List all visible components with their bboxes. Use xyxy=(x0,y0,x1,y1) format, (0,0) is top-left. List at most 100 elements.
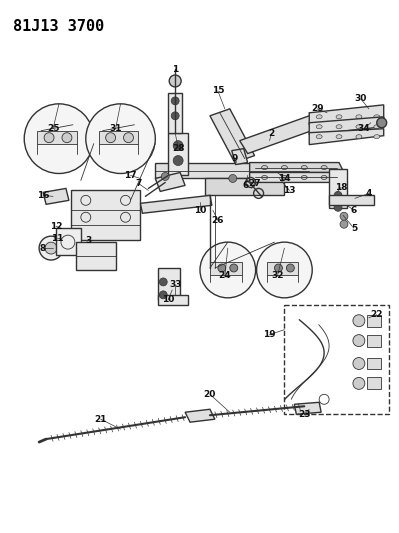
Text: 33: 33 xyxy=(169,280,182,289)
Polygon shape xyxy=(250,173,344,182)
Polygon shape xyxy=(158,268,180,300)
Ellipse shape xyxy=(262,175,267,180)
Text: 6: 6 xyxy=(243,181,249,190)
Text: 20: 20 xyxy=(204,390,216,399)
Polygon shape xyxy=(294,402,321,414)
Text: 18: 18 xyxy=(335,183,347,192)
Ellipse shape xyxy=(301,175,307,180)
Ellipse shape xyxy=(321,175,327,180)
Circle shape xyxy=(106,133,116,143)
Ellipse shape xyxy=(316,115,322,119)
Text: 9: 9 xyxy=(231,154,238,163)
Text: 15: 15 xyxy=(211,86,224,95)
Circle shape xyxy=(161,173,169,181)
Text: 21: 21 xyxy=(95,415,107,424)
Text: 24: 24 xyxy=(219,271,231,280)
Ellipse shape xyxy=(374,125,380,129)
Text: 22: 22 xyxy=(371,310,383,319)
Text: 3: 3 xyxy=(86,236,92,245)
Circle shape xyxy=(340,212,348,220)
Bar xyxy=(168,93,182,133)
Ellipse shape xyxy=(262,166,267,169)
Polygon shape xyxy=(367,358,381,369)
Text: 81J13 3700: 81J13 3700 xyxy=(13,19,105,34)
Polygon shape xyxy=(56,228,81,255)
Polygon shape xyxy=(329,168,347,208)
Circle shape xyxy=(173,141,183,151)
Text: 13: 13 xyxy=(283,186,296,195)
Polygon shape xyxy=(43,188,69,204)
Circle shape xyxy=(230,264,238,272)
Text: 26: 26 xyxy=(211,216,224,225)
Polygon shape xyxy=(140,196,212,213)
Polygon shape xyxy=(158,295,188,305)
Polygon shape xyxy=(367,315,381,327)
Circle shape xyxy=(353,335,365,346)
Polygon shape xyxy=(367,377,381,389)
Circle shape xyxy=(334,191,342,199)
Ellipse shape xyxy=(374,115,380,119)
Polygon shape xyxy=(210,262,242,275)
Circle shape xyxy=(218,264,226,272)
Ellipse shape xyxy=(301,166,307,169)
Circle shape xyxy=(229,174,237,182)
Polygon shape xyxy=(185,409,215,422)
Text: 8: 8 xyxy=(40,244,46,253)
Text: 10: 10 xyxy=(194,206,206,215)
Circle shape xyxy=(24,104,94,173)
Circle shape xyxy=(200,242,256,298)
Text: 6: 6 xyxy=(351,206,357,215)
Text: 27: 27 xyxy=(248,179,261,188)
Polygon shape xyxy=(309,117,384,135)
Circle shape xyxy=(171,112,179,120)
Circle shape xyxy=(353,358,365,369)
Text: 32: 32 xyxy=(271,271,284,280)
Ellipse shape xyxy=(336,115,342,119)
Polygon shape xyxy=(250,163,344,173)
Circle shape xyxy=(353,377,365,389)
Polygon shape xyxy=(329,196,374,205)
Circle shape xyxy=(171,97,179,105)
Text: 29: 29 xyxy=(311,104,324,114)
Circle shape xyxy=(377,118,387,128)
Text: 14: 14 xyxy=(278,174,291,183)
Text: 5: 5 xyxy=(351,224,357,233)
Circle shape xyxy=(159,291,167,299)
Circle shape xyxy=(159,278,167,286)
Text: 19: 19 xyxy=(263,330,276,339)
Text: 25: 25 xyxy=(47,124,59,133)
Text: 23: 23 xyxy=(298,410,310,419)
Ellipse shape xyxy=(321,166,327,169)
Polygon shape xyxy=(205,179,284,196)
Text: 11: 11 xyxy=(51,233,63,243)
Text: 30: 30 xyxy=(355,94,367,103)
Bar xyxy=(284,305,389,414)
Polygon shape xyxy=(37,131,77,144)
Text: 31: 31 xyxy=(109,124,122,133)
Circle shape xyxy=(275,264,282,272)
Text: 10: 10 xyxy=(162,295,174,304)
Circle shape xyxy=(334,203,342,211)
Ellipse shape xyxy=(281,166,287,169)
Polygon shape xyxy=(267,262,298,275)
Circle shape xyxy=(62,133,72,143)
Text: 4: 4 xyxy=(365,189,372,198)
Polygon shape xyxy=(232,149,248,165)
Polygon shape xyxy=(168,133,188,175)
Polygon shape xyxy=(76,242,116,270)
Circle shape xyxy=(257,242,312,298)
Polygon shape xyxy=(155,173,185,191)
Circle shape xyxy=(86,104,155,173)
Circle shape xyxy=(340,220,348,228)
Circle shape xyxy=(286,264,294,272)
Ellipse shape xyxy=(356,125,362,129)
Ellipse shape xyxy=(316,125,322,129)
Ellipse shape xyxy=(336,135,342,139)
Ellipse shape xyxy=(356,135,362,139)
Polygon shape xyxy=(210,109,255,163)
Polygon shape xyxy=(71,190,140,240)
Text: 16: 16 xyxy=(37,191,49,200)
Ellipse shape xyxy=(374,135,380,139)
Circle shape xyxy=(39,236,63,260)
Ellipse shape xyxy=(336,125,342,129)
